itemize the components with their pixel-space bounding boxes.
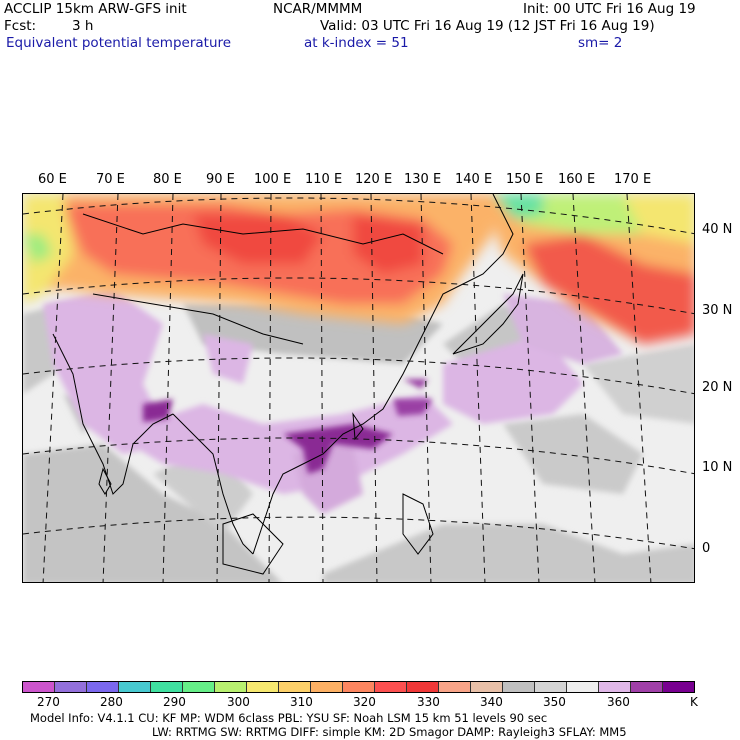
longitude-axis: 60 E 70 E 80 E 90 E 100 E 110 E 120 E 13…	[0, 172, 740, 188]
colorbar-label: 280	[100, 695, 123, 709]
model-info-line1: Model Info: V4.1.1 CU: KF MP: WDM 6class…	[30, 711, 548, 725]
colorbar-label: 340	[480, 695, 503, 709]
colorbar-swatch	[23, 682, 55, 692]
borneo-sumatra	[222, 513, 284, 575]
dark-purple-field	[143, 379, 433, 474]
indochina-west-coast	[172, 413, 254, 555]
colorbar-swatch	[663, 682, 694, 692]
colorbar-label: 330	[417, 695, 440, 709]
sri-lanka	[98, 467, 112, 495]
map-canvas	[23, 194, 694, 582]
japan	[452, 273, 524, 355]
lat-label: 40 N	[702, 222, 733, 237]
lat-label: 30 N	[702, 303, 733, 318]
theta-e-map	[22, 193, 695, 583]
colorbar-label: 360	[607, 695, 630, 709]
coastlines	[52, 194, 524, 575]
colorbar-unit: K	[690, 695, 698, 709]
level-index: at k-index = 51	[304, 35, 409, 51]
philippines	[402, 493, 434, 555]
smoothing-value: sm= 2	[578, 35, 623, 51]
colorbar-swatch	[87, 682, 119, 692]
colorbar-swatch	[151, 682, 183, 692]
himalaya-border	[92, 293, 304, 345]
lon-label: 140 E	[455, 172, 493, 187]
lon-label: 60 E	[38, 172, 67, 187]
purple-field	[43, 289, 623, 514]
colorbar-swatch	[343, 682, 375, 692]
colorbar-swatch	[407, 682, 439, 692]
lon-label: 100 E	[254, 172, 292, 187]
lon-label: 150 E	[506, 172, 544, 187]
colorbar-swatch	[535, 682, 567, 692]
colorbar-label: 320	[353, 695, 376, 709]
org-label: NCAR/MMMM	[273, 1, 363, 17]
warm-field	[23, 194, 694, 344]
india-coast	[52, 333, 174, 495]
model-title: ACCLIP 15km ARW-GFS init	[4, 1, 187, 17]
field-name: Equivalent potential temperature	[6, 35, 232, 51]
colorbar-swatch	[599, 682, 631, 692]
lon-label: 160 E	[558, 172, 596, 187]
china-coast	[252, 313, 434, 555]
colorbar-label: 270	[37, 695, 60, 709]
lon-label: 70 E	[96, 172, 125, 187]
colorbar-swatch	[247, 682, 279, 692]
colorbar-swatch	[503, 682, 535, 692]
northern-border	[82, 213, 444, 255]
lon-label: 130 E	[404, 172, 442, 187]
colorbar-label: 290	[163, 695, 186, 709]
colorbar-swatch	[631, 682, 663, 692]
colorbar-label: 310	[290, 695, 313, 709]
lat-label: 10 N	[702, 460, 733, 475]
colorbar-swatch	[375, 682, 407, 692]
colorbar-swatch	[567, 682, 599, 692]
taiwan	[352, 412, 364, 441]
lon-label: 170 E	[614, 172, 652, 187]
forecast-label: Fcst:	[4, 18, 37, 34]
colorbar-swatch	[215, 682, 247, 692]
colorbar-swatch	[471, 682, 503, 692]
colorbar-label: 300	[227, 695, 250, 709]
lon-label: 90 E	[206, 172, 235, 187]
lon-label: 80 E	[153, 172, 182, 187]
lat-label: 0	[702, 541, 711, 556]
colorbar-label: 350	[543, 695, 566, 709]
colorbar-swatch	[55, 682, 87, 692]
colorbar-swatch	[279, 682, 311, 692]
colorbar-swatch	[311, 682, 343, 692]
colorbar	[22, 681, 695, 693]
valid-time: Valid: 03 UTC Fri 16 Aug 19 (12 JST Fri …	[320, 18, 655, 34]
model-info-line2: LW: RRTMG SW: RRTMG DIFF: simple KM: 2D …	[152, 725, 627, 739]
lon-label: 110 E	[305, 172, 343, 187]
colorbar-swatch	[439, 682, 471, 692]
colorbar-swatch	[119, 682, 151, 692]
lat-label: 20 N	[702, 380, 733, 395]
lon-label: 120 E	[355, 172, 393, 187]
init-time: Init: 00 UTC Fri 16 Aug 19	[523, 1, 696, 17]
colorbar-swatch	[183, 682, 215, 692]
north-coast	[432, 194, 514, 315]
forecast-hours: 3 h	[72, 18, 94, 34]
